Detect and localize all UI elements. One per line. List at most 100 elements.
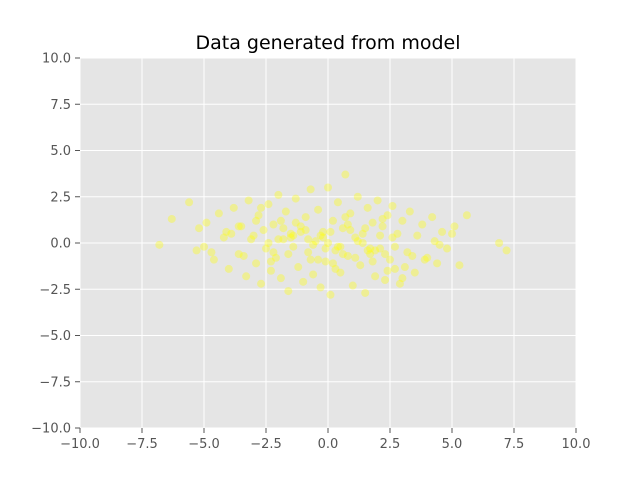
data-point xyxy=(420,255,429,264)
data-point xyxy=(321,257,330,266)
data-point xyxy=(381,250,390,259)
y-tick-label: 2.5 xyxy=(50,190,71,205)
data-point xyxy=(234,250,243,259)
y-tick-label: −2.5 xyxy=(39,283,71,298)
data-point xyxy=(361,224,370,233)
data-point xyxy=(326,227,335,236)
x-tick-label: 2.5 xyxy=(380,437,401,452)
data-point xyxy=(324,239,332,247)
data-point xyxy=(348,281,357,290)
data-point xyxy=(400,263,409,272)
y-tick-label: 10.0 xyxy=(42,52,71,67)
data-point xyxy=(386,255,394,264)
x-tick-label: 0.0 xyxy=(318,437,339,452)
data-point xyxy=(390,264,399,273)
data-point xyxy=(450,222,459,231)
data-point xyxy=(435,240,444,249)
data-point xyxy=(393,229,402,238)
data-point xyxy=(155,240,164,249)
data-point xyxy=(343,251,352,260)
data-point xyxy=(368,257,377,266)
data-point xyxy=(398,274,407,283)
data-point xyxy=(390,242,399,251)
y-tick-label: −7.5 xyxy=(39,375,71,390)
data-point xyxy=(249,231,258,240)
data-point xyxy=(301,226,310,235)
data-point xyxy=(351,253,360,262)
data-point xyxy=(316,283,325,292)
data-point xyxy=(358,239,367,247)
y-tick-label: −10.0 xyxy=(31,422,71,437)
data-point xyxy=(321,244,330,253)
data-point xyxy=(296,222,305,231)
data-point xyxy=(398,216,407,225)
data-point xyxy=(257,279,266,288)
data-point xyxy=(262,244,270,253)
data-point xyxy=(341,213,350,222)
data-point xyxy=(408,251,417,260)
data-point xyxy=(430,237,439,246)
data-point xyxy=(276,274,285,283)
data-point xyxy=(433,259,442,268)
data-point xyxy=(296,227,305,236)
data-point xyxy=(284,250,293,259)
data-point xyxy=(284,287,293,296)
data-point xyxy=(311,237,320,246)
data-point xyxy=(229,203,238,212)
x-tick-label: −2.5 xyxy=(250,437,282,452)
data-point xyxy=(448,229,456,238)
data-point xyxy=(264,200,273,209)
data-point xyxy=(202,218,211,227)
data-point xyxy=(368,218,377,227)
data-point xyxy=(371,272,380,281)
data-point xyxy=(252,259,261,268)
x-tick-label: 10.0 xyxy=(562,437,591,452)
data-point xyxy=(219,233,228,242)
data-point xyxy=(309,240,318,249)
data-point xyxy=(346,226,355,235)
data-point xyxy=(222,227,231,236)
data-point xyxy=(299,277,308,286)
axis-tick-labels: −10.0 −7.5 −5.0 −2.5 0.0 2.5 5.0 7.5 10.0 −10.0 −7… xyxy=(31,52,590,453)
data-point xyxy=(351,233,360,242)
data-point xyxy=(291,218,300,227)
data-point xyxy=(294,263,303,272)
data-point xyxy=(502,246,511,255)
data-point xyxy=(234,222,243,231)
data-point xyxy=(259,226,268,235)
data-point xyxy=(353,192,362,201)
data-point xyxy=(423,253,432,262)
data-point xyxy=(281,207,290,216)
data-point xyxy=(214,209,223,218)
data-point xyxy=(167,214,176,223)
data-point xyxy=(314,205,323,214)
data-point xyxy=(304,248,313,257)
data-point xyxy=(319,227,328,236)
x-tick-label: 5.0 xyxy=(442,437,463,452)
data-point xyxy=(309,270,318,279)
data-point xyxy=(291,194,300,203)
data-point xyxy=(200,242,208,251)
data-point xyxy=(343,220,352,229)
data-point xyxy=(438,227,447,236)
data-point xyxy=(333,198,342,207)
data-point xyxy=(395,279,404,288)
data-point xyxy=(192,246,201,255)
data-point xyxy=(286,233,295,242)
data-point xyxy=(266,257,275,266)
data-point xyxy=(207,248,216,257)
data-point xyxy=(254,211,263,220)
data-point xyxy=(319,233,328,242)
data-point xyxy=(316,231,325,240)
data-point xyxy=(326,290,335,299)
data-point xyxy=(378,214,387,223)
data-point xyxy=(381,276,390,284)
data-point xyxy=(383,211,392,220)
data-point xyxy=(239,251,248,260)
data-point xyxy=(314,255,323,264)
x-tick-label: 7.5 xyxy=(504,437,525,452)
y-tick-label: 0.0 xyxy=(50,237,71,252)
y-tick-label: −5.0 xyxy=(39,329,71,344)
data-point xyxy=(274,190,283,199)
